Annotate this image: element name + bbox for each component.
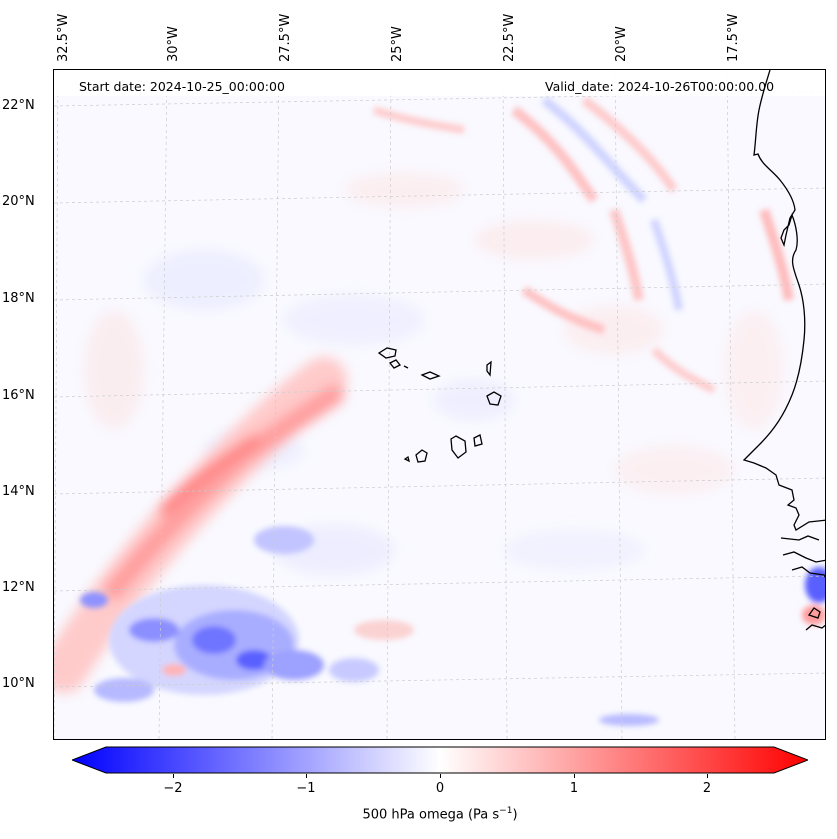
colorbar-gradient [70,746,810,774]
colorbar-label-end: ) [512,807,518,823]
lat-label-14n: 14°N [2,484,35,499]
wave-pattern [372,96,794,394]
graticule [54,70,825,739]
lon-label-30w: 30°W [166,26,181,62]
red-band [54,357,347,693]
colorbar-tickmark [173,774,174,778]
annotation-strip [54,70,825,96]
colorbar-tick-label: −1 [296,781,316,796]
colorbar-label: 500 hPa omega (Pa s−1) [0,806,837,822]
lon-label-20w: 20°W [614,26,629,62]
lon-label-22-5w: 22.5°W [502,13,517,62]
colorbar-tick-label: 0 [435,781,445,796]
valid-date-label: Valid_date: 2024-10-26T00:00:00.00 [545,79,775,94]
lat-label-12n: 12°N [2,580,35,595]
omega-map [53,69,826,740]
colorbar-tickmark [306,774,307,778]
lat-label-10n: 10°N [2,676,35,691]
lat-label-16n: 16°N [2,388,35,403]
lon-label-27-5w: 27.5°W [278,13,293,62]
colorbar-tick-label: 1 [569,781,579,796]
omega-field-svg [54,70,825,739]
lat-label-20n: 20°N [2,194,35,209]
africa-coastline [742,70,825,631]
lon-label-17-5w: 17.5°W [726,13,741,62]
colorbar-tick-label: −2 [163,781,183,796]
lon-label-32-5w: 32.5°W [56,13,71,62]
colorbar-tickmark [707,774,708,778]
colorbar-tickmark [440,774,441,778]
lon-label-25w: 25°W [390,26,405,62]
lat-label-22n: 22°N [2,98,35,113]
lat-label-18n: 18°N [2,291,35,306]
colorbar-tickmark [574,774,575,778]
colorbar-label-exponent: −1 [499,806,513,816]
colorbar-tick-label: 2 [702,781,712,796]
blue-convective-region [80,526,659,726]
cape-verde-islands [377,347,502,463]
colorbar [70,746,810,774]
colorbar-svg [70,746,810,774]
start-date-label: Start date: 2024-10-25_00:00:00 [79,79,285,94]
colorbar-label-main: 500 hPa omega (Pa s [362,807,500,823]
